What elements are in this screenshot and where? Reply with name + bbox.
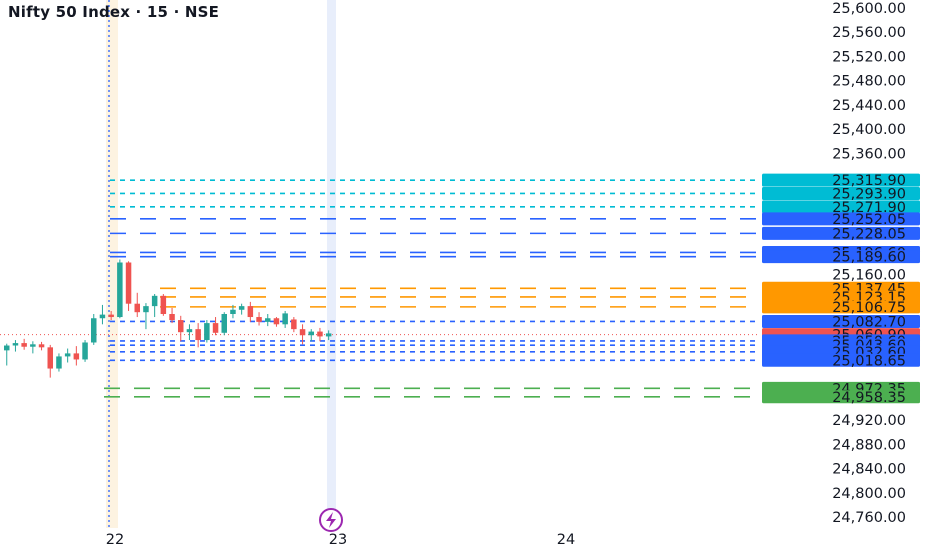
- level-label: 25,018.65: [832, 353, 906, 369]
- price-tick-label: 25,440.00: [832, 98, 906, 114]
- session-highlight-23: [327, 0, 336, 528]
- flash-icon: [319, 508, 343, 532]
- candle-body: [317, 331, 323, 337]
- candle-body: [221, 314, 227, 333]
- price-tick-label: 25,400.00: [832, 122, 906, 138]
- level-label-bg: [762, 314, 920, 328]
- price-tick-label: 25,480.00: [832, 74, 906, 90]
- candle-body: [273, 318, 280, 325]
- candles: [4, 259, 332, 378]
- price-tick-label: 25,560.00: [832, 25, 906, 41]
- candle-body: [230, 309, 236, 315]
- candle-body: [73, 353, 80, 360]
- candle-body: [247, 306, 254, 318]
- candle-body: [91, 318, 97, 343]
- level-label: 25,082.70: [832, 314, 906, 330]
- candle-body: [38, 344, 45, 348]
- candle-body: [64, 353, 71, 357]
- candle-body: [299, 329, 306, 336]
- candle-body: [265, 318, 271, 322]
- candle-body: [282, 313, 288, 325]
- price-tick-label: 24,920.00: [832, 413, 906, 429]
- price-tick-label: 25,520.00: [832, 49, 906, 65]
- candle-body: [108, 314, 114, 318]
- level-label: 25,252.05: [832, 212, 906, 228]
- price-tick-label: 25,360.00: [832, 146, 906, 162]
- flash-icon-bolt: [326, 512, 336, 528]
- level-lines: [0, 179, 760, 398]
- price-tick-label: 24,840.00: [832, 462, 906, 478]
- time-tick-label: 22: [106, 532, 124, 548]
- candle-body: [4, 345, 10, 351]
- level-label-bg: [762, 212, 920, 226]
- level-label-bg: [762, 226, 920, 240]
- candle-body: [82, 342, 88, 360]
- time-tick-label: 24: [557, 532, 575, 548]
- level-label-bg: [762, 353, 920, 367]
- level-label-bg: [762, 390, 920, 404]
- level-label: 25,271.90: [832, 200, 906, 216]
- level-label: 25,189.60: [832, 250, 906, 266]
- candle-body: [308, 331, 314, 336]
- price-tick-label: 24,880.00: [832, 437, 906, 453]
- level-label: 25,293.90: [832, 186, 906, 202]
- price-tick-label: 25,600.00: [832, 1, 906, 17]
- candle-body: [238, 306, 245, 310]
- level-label-bg: [762, 250, 920, 264]
- level-label-bg: [762, 290, 920, 304]
- candle-body: [134, 303, 140, 313]
- background-layer: [106, 0, 336, 528]
- level-label: 24,958.35: [832, 390, 906, 406]
- price-tick-label: 25,160.00: [832, 268, 906, 284]
- candle-body: [169, 314, 175, 321]
- price-axis: 25,600.00 25,560.00 25,520.00 25,480.00 25,4…: [832, 1, 906, 526]
- candle-body: [125, 262, 132, 304]
- candle-body: [160, 295, 167, 315]
- symbol-title[interactable]: Nifty 50 Index · 15 · NSE: [8, 3, 220, 21]
- level-labels: 25,315.9025,293.9025,271.9025,252.0525,2…: [762, 173, 920, 406]
- candle-body: [30, 344, 36, 347]
- candle-body: [212, 323, 219, 333]
- level-label-bg: [762, 300, 920, 314]
- level-label: 25,228.05: [832, 226, 906, 242]
- candle-body: [204, 323, 210, 341]
- candle-body: [151, 295, 158, 307]
- candle-body: [21, 343, 27, 347]
- candle-body: [186, 329, 193, 333]
- level-label: 25,315.90: [832, 173, 906, 189]
- candle-body: [195, 329, 201, 341]
- session-highlight-22: [106, 0, 118, 528]
- candle-body: [143, 306, 149, 313]
- level-label-bg: [762, 173, 920, 187]
- candle-body: [117, 262, 123, 318]
- candle-body: [256, 317, 262, 322]
- candle-body: [178, 320, 184, 333]
- candle-body: [47, 347, 53, 369]
- time-axis: 22 23 24: [106, 508, 575, 548]
- level-label-bg: [762, 200, 920, 214]
- level-label-bg: [762, 186, 920, 200]
- candle-body: [99, 314, 106, 319]
- candle-body: [56, 356, 62, 369]
- candle-body: [291, 319, 297, 330]
- price-tick-label: 24,800.00: [832, 486, 906, 502]
- level-label: 25,106.75: [832, 300, 906, 316]
- candle-body: [325, 333, 332, 337]
- time-tick-label: 23: [329, 532, 347, 548]
- price-tick-label: 24,760.00: [832, 510, 906, 526]
- candle-body: [12, 343, 19, 346]
